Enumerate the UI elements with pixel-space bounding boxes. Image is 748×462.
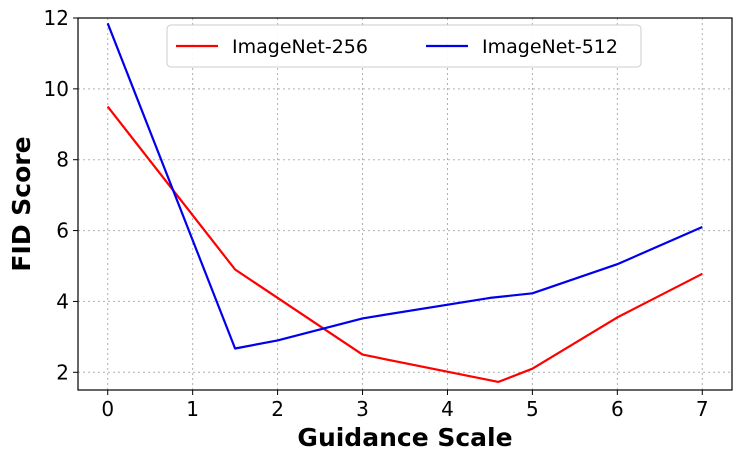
series-lines — [106, 22, 703, 383]
legend-entry-label: ImageNet-512 — [482, 36, 618, 58]
series-line-0 — [106, 105, 703, 383]
y-tick-label: 8 — [56, 148, 69, 172]
grid — [78, 17, 732, 390]
y-tick-label: 4 — [56, 289, 69, 313]
legend: ImageNet-256 ImageNet-512 — [166, 24, 642, 68]
x-tick-label: 4 — [441, 397, 454, 421]
y-axis-label: FID Score — [7, 136, 36, 271]
y-tick-label: 12 — [44, 6, 69, 30]
y-tick-label: 2 — [56, 360, 69, 384]
x-tick-label: 3 — [356, 397, 369, 421]
x-tick-label: 2 — [271, 397, 284, 421]
y-axis-ticks: 2 4 6 8 10 12 — [44, 6, 78, 384]
y-tick-label: 10 — [44, 77, 69, 101]
x-tick-label: 5 — [526, 397, 539, 421]
series-line-1 — [106, 22, 703, 350]
x-tick-label: 7 — [696, 397, 709, 421]
x-tick-label: 0 — [101, 397, 114, 421]
y-tick-label: 6 — [56, 219, 69, 243]
plot-frame — [77, 17, 733, 391]
x-axis-ticks: 0 1 2 3 4 5 6 7 — [101, 390, 709, 421]
x-tick-label: 6 — [611, 397, 624, 421]
legend-box — [166, 24, 642, 68]
legend-entry-label: ImageNet-256 — [232, 36, 368, 58]
x-axis-label: Guidance Scale — [297, 423, 512, 452]
x-tick-label: 1 — [186, 397, 199, 421]
